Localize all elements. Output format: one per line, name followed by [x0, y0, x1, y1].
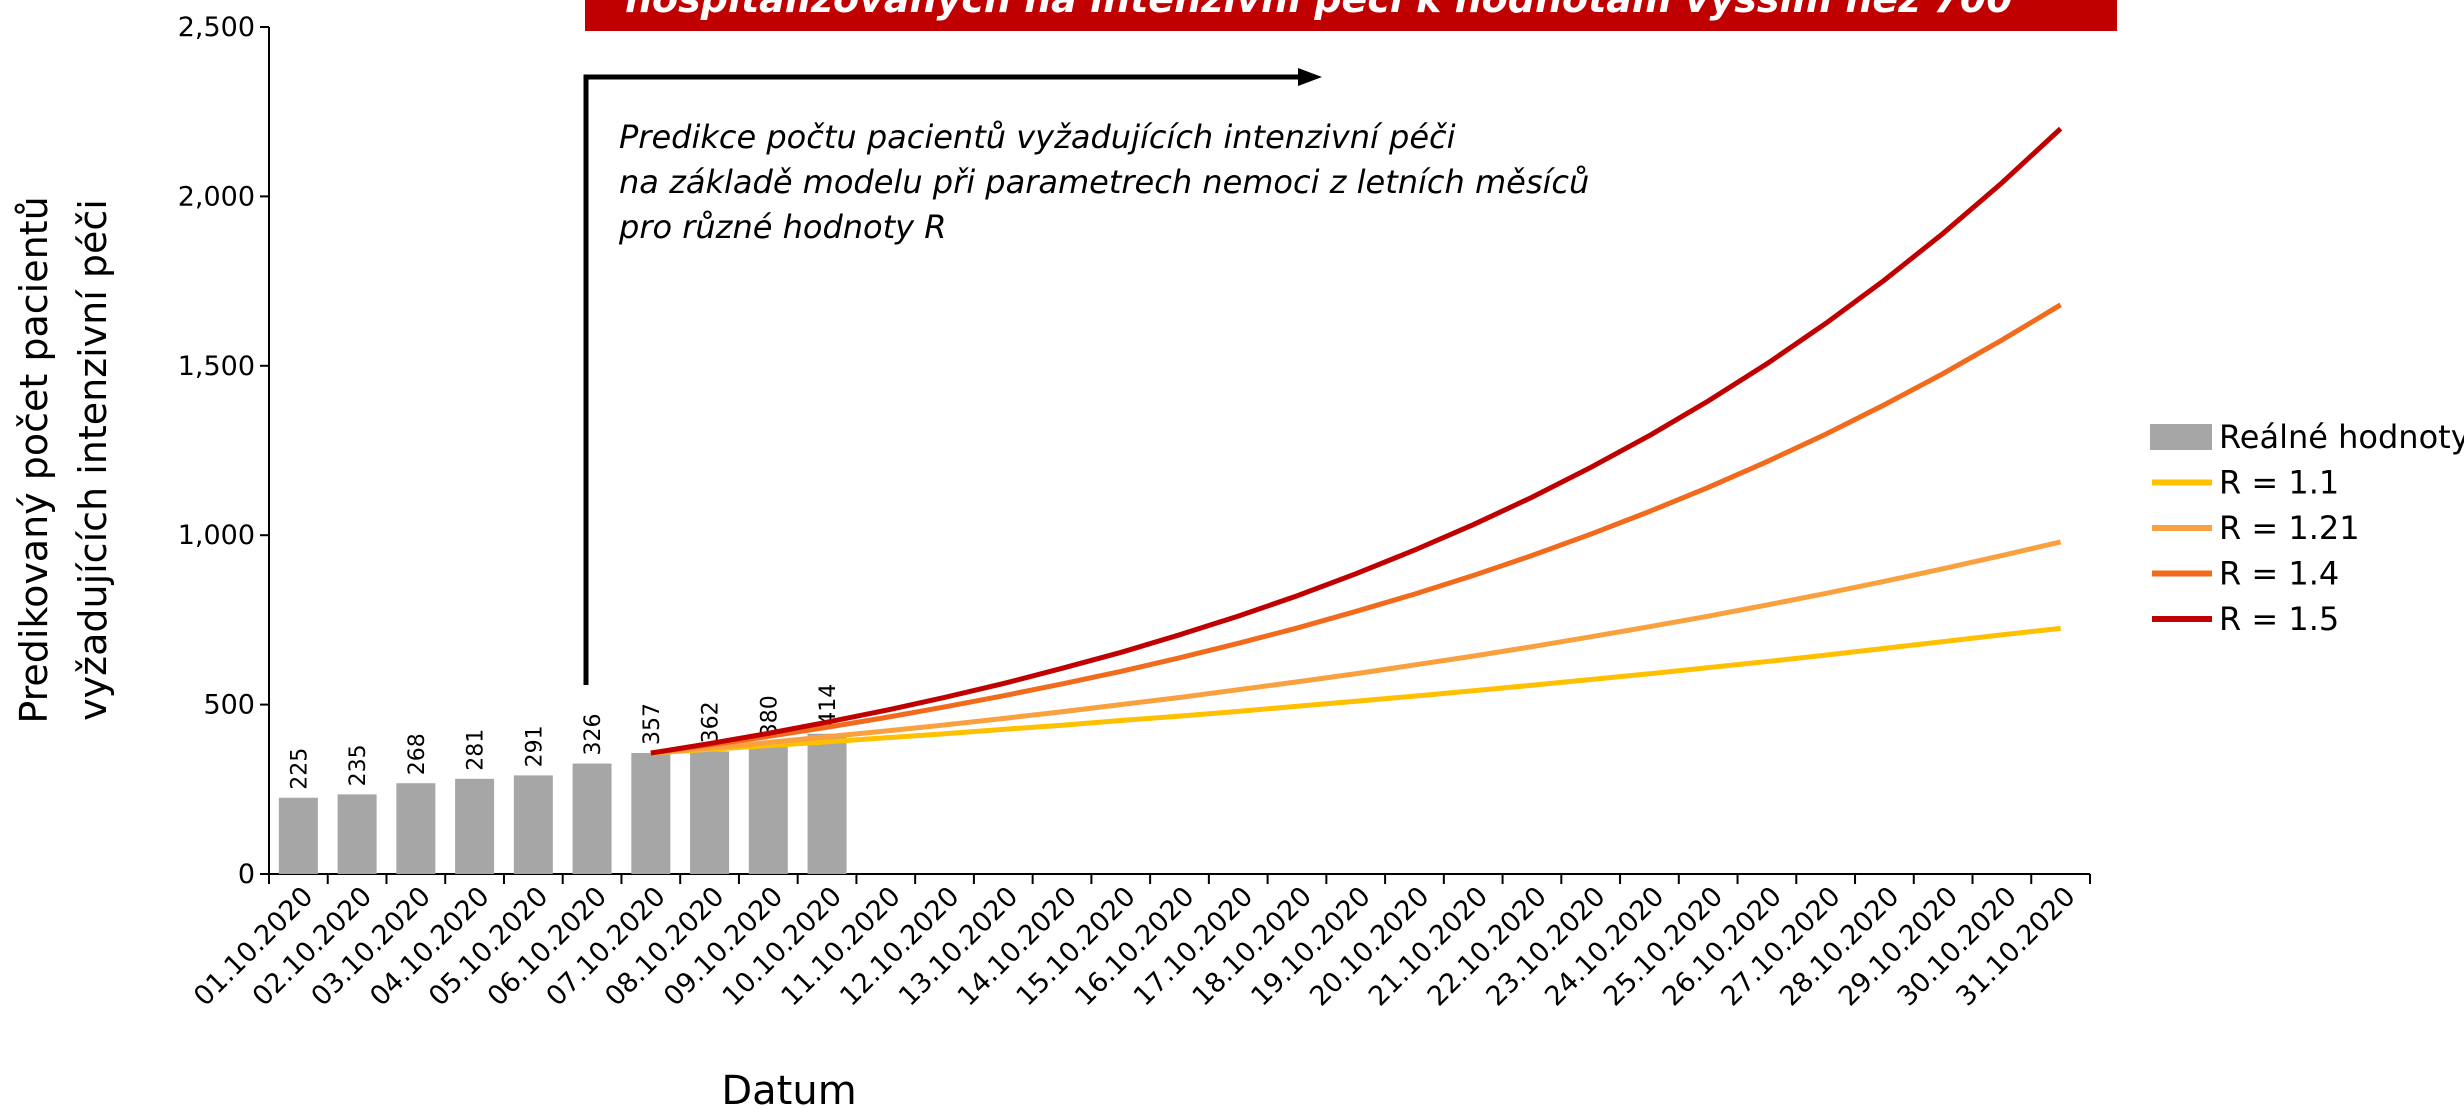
legend-swatch — [2150, 424, 2212, 450]
arrow-head — [1298, 68, 1322, 86]
data-label: 235 — [346, 744, 371, 786]
legend-label: R = 1.21 — [2219, 509, 2360, 547]
bar — [748, 745, 788, 874]
banner-box — [585, 0, 2117, 31]
y-tick-label: 500 — [203, 690, 255, 721]
line — [650, 539, 2062, 756]
bar — [455, 778, 495, 874]
y-tick-label: 1,500 — [178, 351, 255, 382]
annotation: pro různé hodnoty R — [618, 208, 947, 246]
bar — [278, 797, 318, 874]
y-axis-title: Predikovaný počet pacientů — [12, 196, 56, 723]
data-label: 291 — [522, 725, 547, 767]
bar — [690, 751, 730, 874]
legend-label: Reálné hodnoty — [2219, 418, 2464, 456]
data-label: 225 — [287, 748, 312, 790]
legend-label: R = 1.5 — [2219, 600, 2339, 638]
line — [650, 302, 2062, 756]
line — [650, 126, 2063, 756]
legend-label: R = 1.1 — [2219, 464, 2339, 502]
data-label: 281 — [464, 729, 489, 771]
bar — [572, 763, 612, 874]
y-tick-label: 2,500 — [178, 12, 255, 43]
bar — [807, 733, 847, 874]
line — [650, 625, 2061, 756]
y-tick-label: 0 — [238, 859, 255, 890]
arrow — [583, 74, 1300, 685]
annotation: Predikce počtu pacientů vyžadujících int… — [619, 118, 1456, 156]
data-label: 326 — [581, 714, 606, 756]
data-label: 268 — [405, 733, 430, 775]
banner-text: hospitalizovaných na intenzivní péči k h… — [625, 0, 2013, 21]
data-label: 357 — [640, 703, 665, 745]
bar — [513, 775, 553, 874]
x-axis-title: Datum — [721, 1068, 856, 1109]
y-axis-title: vyžadujících intenzivní péči — [71, 199, 115, 721]
bar — [631, 753, 671, 874]
y-tick-label: 2,000 — [178, 181, 255, 212]
bar — [337, 794, 377, 874]
data-label: 362 — [699, 701, 724, 743]
legend-label: R = 1.4 — [2219, 555, 2339, 593]
bar — [396, 783, 436, 874]
y-tick-label: 1,000 — [178, 520, 255, 551]
annotation: na základě modelu při parametrech nemoci… — [619, 163, 1589, 201]
